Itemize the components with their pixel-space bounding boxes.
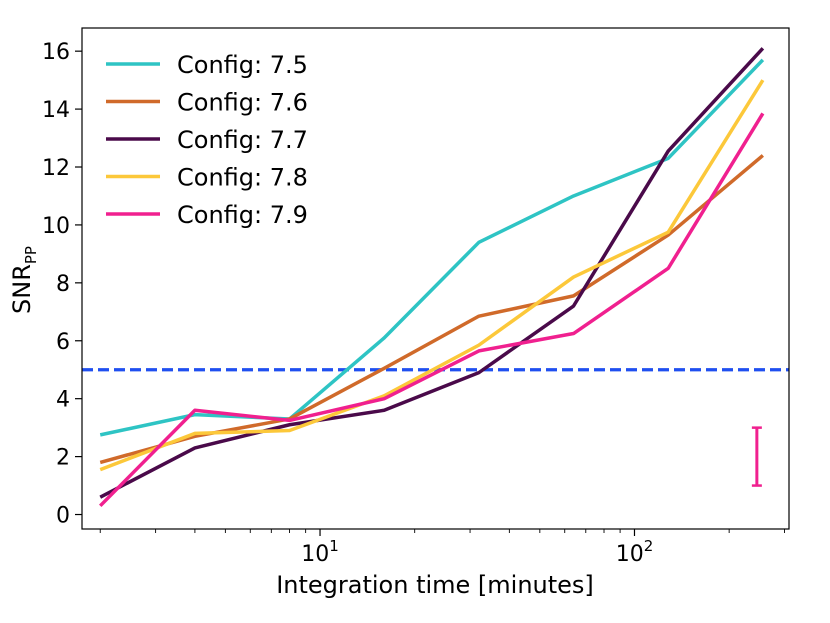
x-axis-label: Integration time [minutes]	[276, 571, 594, 599]
y-tick-label-10: 10	[42, 214, 70, 239]
y-tick-label-14: 14	[42, 98, 70, 123]
y-axis-label-sub: PP	[22, 246, 40, 264]
y-axis: 0 2 4 6 8 10 12 14 16	[42, 40, 82, 529]
x-tick-label-100: 102	[616, 537, 654, 567]
y-tick-label-0: 0	[56, 504, 70, 529]
y-tick-label-16: 16	[42, 40, 70, 65]
y-tick-label-12: 12	[42, 156, 70, 181]
y-tick-label-2: 2	[56, 446, 70, 471]
y-tick-label-8: 8	[56, 272, 70, 297]
series-layer	[98, 47, 765, 508]
y-axis-label: SNRPP	[8, 246, 40, 314]
plot-frame	[81, 27, 790, 530]
y-tick-label-4: 4	[56, 388, 70, 413]
legend: Config: 7.5 Config: 7.6 Config: 7.7 Config:…	[106, 51, 308, 229]
y-axis-label-main: SNR	[8, 264, 36, 314]
legend-label-4: Config: 7.8	[177, 164, 308, 192]
legend-label-3: Config: 7.7	[177, 126, 308, 154]
y-tick-label-6: 6	[56, 330, 70, 355]
series-line-5	[98, 112, 765, 508]
legend-label-1: Config: 7.5	[177, 51, 308, 79]
series-line-1	[99, 58, 765, 437]
x-axis: 101 102	[99, 529, 785, 567]
legend-label-5: Config: 7.9	[177, 201, 308, 229]
series-line-4	[99, 79, 765, 472]
series-line-3	[99, 47, 765, 499]
errorbar-layer	[751, 426, 762, 487]
x-tick-label-10: 101	[301, 537, 339, 567]
legend-label-2: Config: 7.6	[177, 89, 308, 117]
